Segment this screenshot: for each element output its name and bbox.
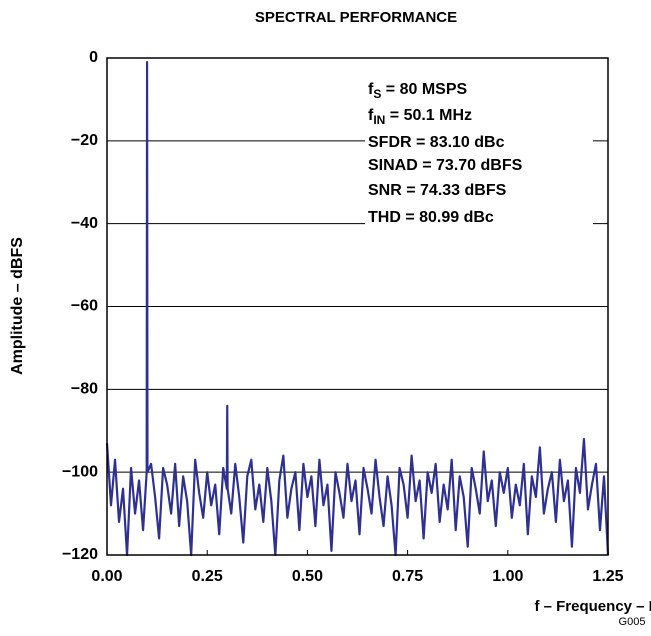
annotation-text: THD = 80.99 dBc [368,209,494,226]
annotation-subscript: S [373,87,381,101]
annotation: THD = 80.99 dBc [368,209,494,226]
annotation: fS = 80 MSPS [368,81,467,101]
annotation-text: = 80 MSPS [381,81,467,98]
x-tick-label: 0.50 [292,568,323,585]
figure-id: G005 [619,616,646,628]
annotation: SINAD = 73.70 dBFS [368,157,523,174]
annotation-text: SNR = 74.33 dBFS [368,182,507,199]
y-tick-label: −80 [71,381,98,398]
annotation-text: f [368,81,374,98]
annotation-text: SINAD = 73.70 dBFS [368,157,523,174]
y-tick-label: −120 [62,546,98,563]
x-tick-label: 0.25 [192,568,223,585]
annotation-text: f [368,107,374,124]
x-axis-label: f – Frequency – MHz [534,598,651,615]
plot-frame [106,57,609,556]
annotation: SNR = 74.33 dBFS [368,182,507,199]
chart-title: SPECTRAL PERFORMANCE [255,9,457,26]
y-tick-label: −20 [71,132,98,149]
annotation: fIN = 50.1 MHz [368,107,472,127]
x-tick-label: 1.25 [592,568,623,585]
y-tick-label: −100 [62,463,98,480]
annotation-text: SFDR = 83.10 dBc [368,134,505,151]
annotation-text: = 50.1 MHz [385,107,472,124]
y-tick-label: −60 [71,298,98,315]
spectrum-line [105,61,610,557]
annotation-subscript: IN [373,113,385,127]
y-axis-label: Amplitude – dBFS [9,237,26,375]
x-tick-label: 0.75 [392,568,423,585]
annotation: SFDR = 83.10 dBc [368,134,505,151]
y-tick-label: 0 [89,49,98,66]
x-tick-label: 1.00 [492,568,523,585]
x-tick-label: 0.00 [91,568,122,585]
y-tick-label: −40 [71,215,98,232]
annotation-backdrop [365,72,593,232]
